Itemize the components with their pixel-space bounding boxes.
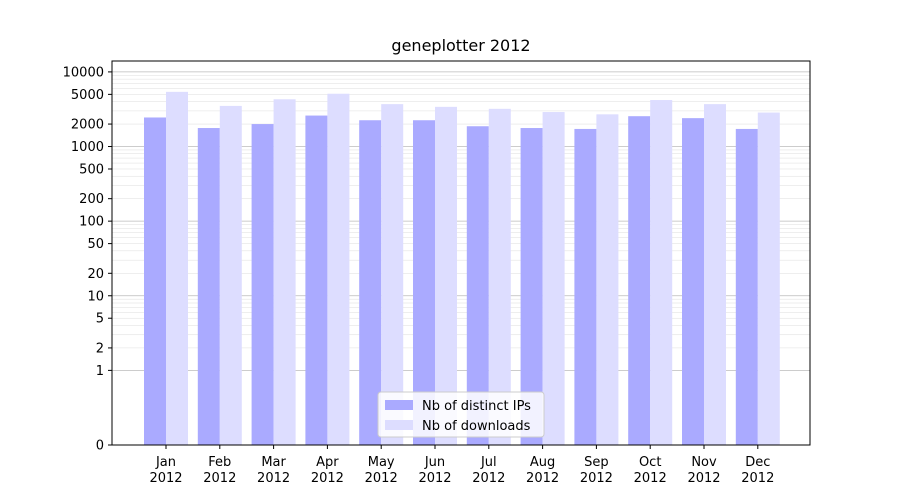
bar-distinct-ips [520,128,543,445]
x-tick-label: 2012 [634,471,667,486]
x-tick-label: 2012 [311,471,344,486]
bar-downloads [219,105,242,446]
y-tick-label: 1000 [71,140,104,155]
x-tick-label: 2012 [472,471,505,486]
bar-distinct-ips [251,124,274,445]
legend-swatch [385,420,413,430]
x-tick-label: Dec [745,455,770,470]
y-tick-label: 50 [87,237,104,252]
y-tick-label: 0 [96,439,104,454]
bar-distinct-ips [413,120,435,445]
bars-layer [144,91,780,446]
x-tick-label: Aug [530,455,555,470]
y-tick-label: 10000 [63,65,104,80]
x-tick-label: May [368,455,395,470]
x-tick-label: 2012 [580,471,613,486]
bar-distinct-ips [305,115,328,446]
y-tick-label: 5000 [71,88,104,103]
y-tick-label: 2000 [71,118,104,133]
bar-downloads [596,114,619,445]
y-tick-label: 200 [79,192,104,207]
bar-distinct-ips [628,116,651,445]
plot-frame [111,60,811,446]
bar-downloads [757,112,780,445]
legend-label: Nb of downloads [422,419,531,434]
x-tick-label: 2012 [741,471,774,486]
x-tick-label: 2012 [203,471,236,486]
bar-downloads [381,104,404,446]
x-tick-label: Oct [639,455,661,470]
x-tick-label: 2012 [687,471,720,486]
y-tick-label: 500 [79,162,104,177]
y-tick-label: 20 [87,267,104,282]
y-tick-label: 2 [96,341,104,356]
x-tick-label: Mar [261,455,286,470]
y-tick-label: 5 [96,312,104,327]
bar-downloads [704,104,726,446]
bar-distinct-ips [682,118,704,446]
x-tick-label: Apr [316,455,339,470]
x-tick-label: 2012 [526,471,559,486]
bar-downloads [650,100,673,446]
legend-box [377,391,545,438]
y-tick-label: 10 [87,289,104,304]
x-tick-label: Jul [480,455,497,470]
bar-distinct-ips [197,128,220,445]
x-tick-label: Nov [691,455,717,470]
bar-distinct-ips [144,117,166,446]
bar-downloads [273,99,296,446]
legend: Nb of distinct IPs Nb of downloads [377,391,545,438]
x-tick-label: 2012 [257,471,290,486]
legend-label: Nb of distinct IPs [422,399,531,414]
bar-downloads [327,93,350,445]
x-tick-label: 2012 [365,471,398,486]
bar-distinct-ips [466,126,489,446]
bar-distinct-ips [574,128,597,445]
legend-swatch [385,400,413,410]
x-tick-label: 2012 [418,471,451,486]
x-tick-label: Feb [208,455,231,470]
x-axis: Jan2012Feb2012Mar2012Apr2012May2012Jun20… [149,445,774,486]
bar-downloads [166,91,188,445]
x-tick-label: 2012 [149,471,182,486]
chart-title: geneplotter 2012 [391,36,530,55]
bar-downloads [542,112,565,445]
x-tick-label: Sep [584,455,609,470]
bar-downloads [435,106,457,446]
bar-distinct-ips [359,120,382,445]
y-axis: 0 1 2 5 10 20 50 100 200 500 1000 2000 5000 10000 [63,65,112,454]
bar-downloads [488,108,511,445]
y-tick-label: 1 [96,364,104,379]
x-tick-label: Jun [424,455,445,470]
y-tick-label: 100 [79,215,104,230]
bar-distinct-ips [735,128,758,445]
x-tick-label: Jan [155,455,176,470]
